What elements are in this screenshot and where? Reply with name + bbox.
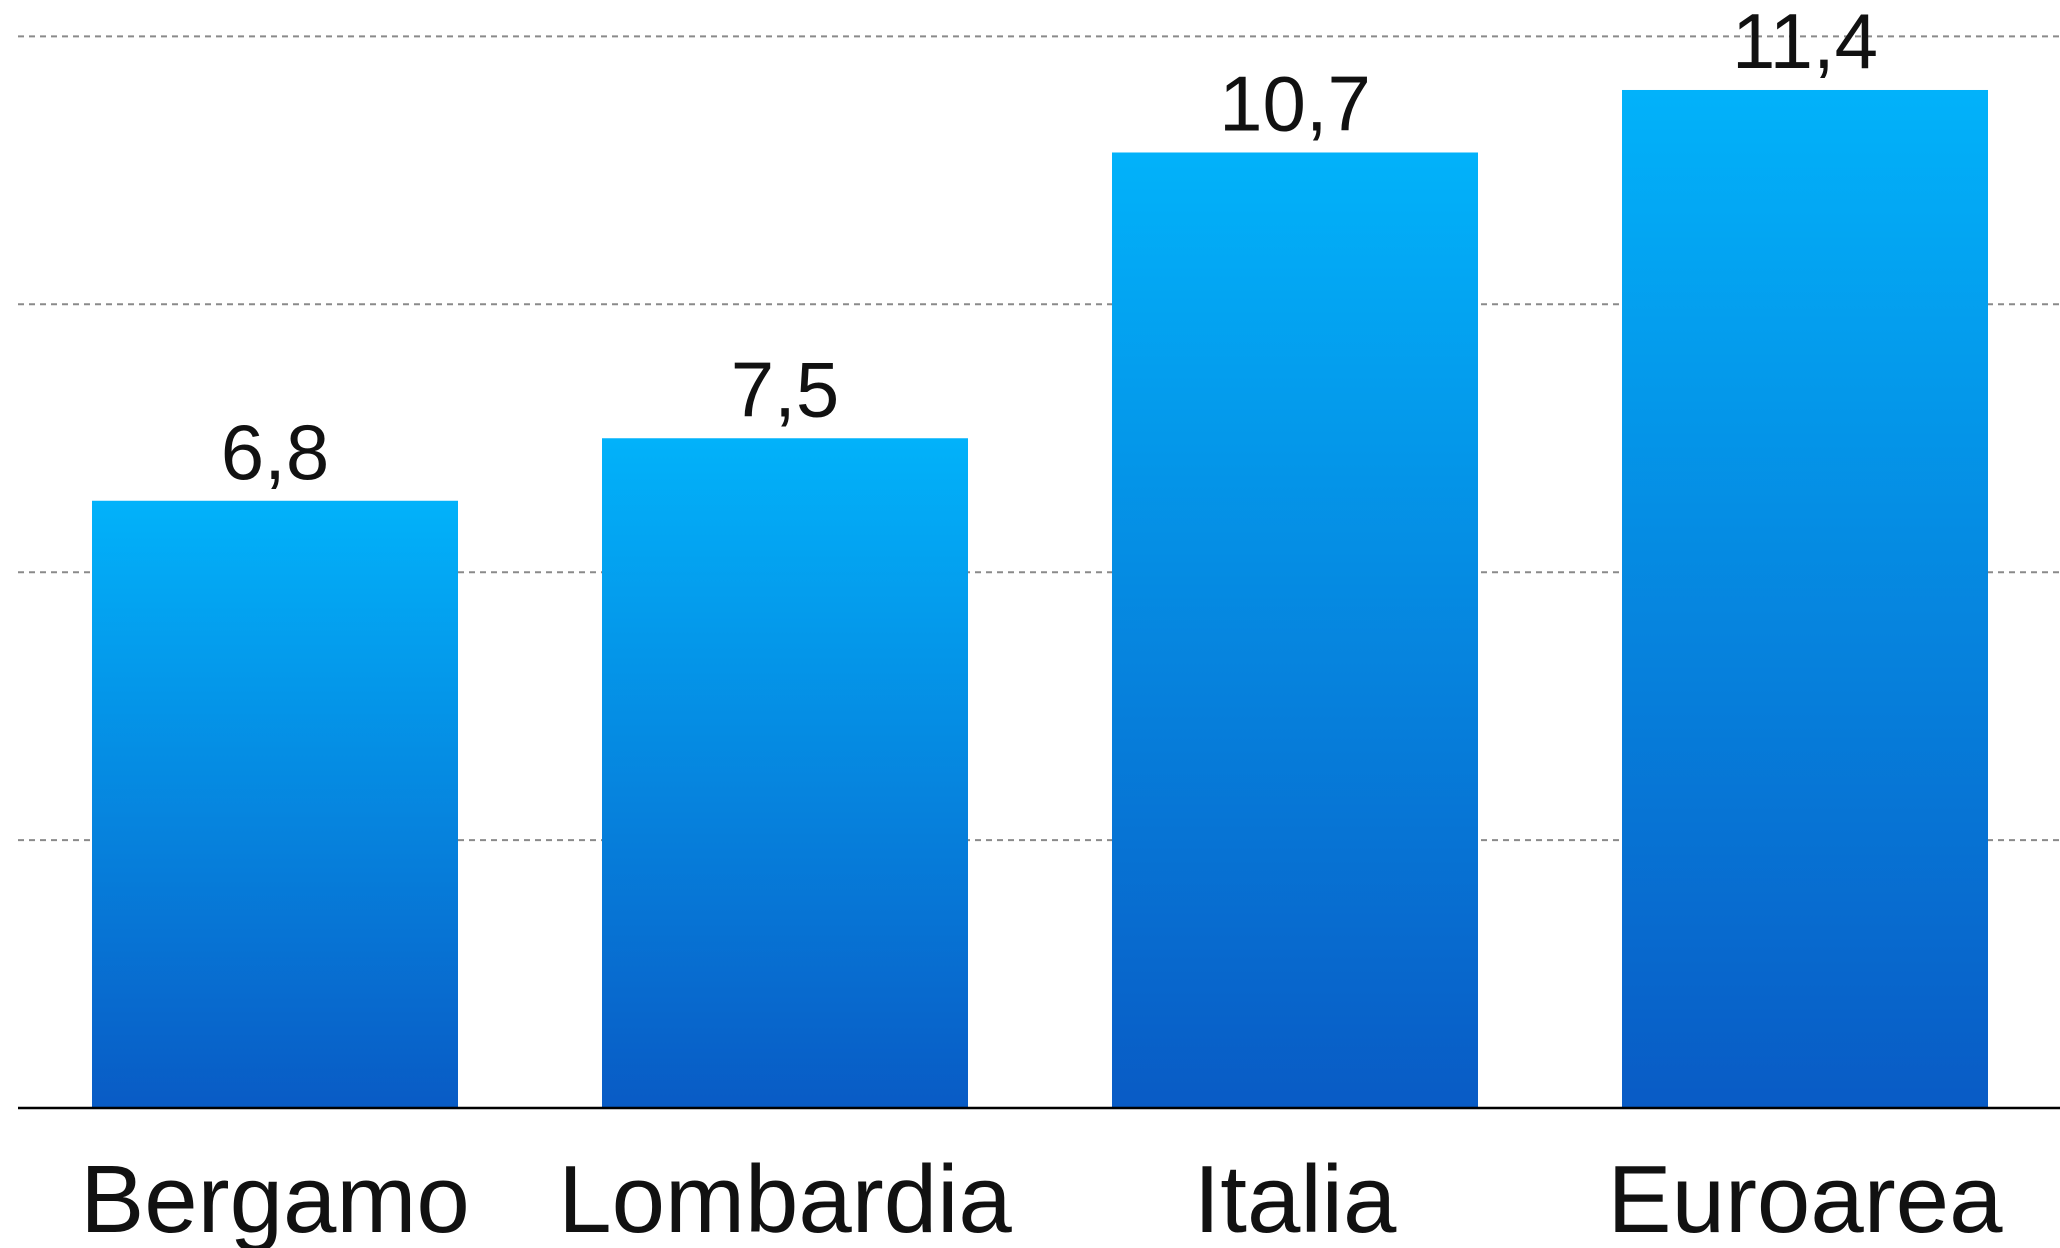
category-label-bergamo: Bergamo (80, 1146, 470, 1248)
value-label-italia: 10,7 (1219, 59, 1371, 147)
category-labels: Bergamo Lombardia Italia Euroarea (80, 1146, 2003, 1248)
category-label-euroarea: Euroarea (1608, 1146, 2004, 1248)
value-label-lombardia: 7,5 (731, 345, 839, 433)
value-label-euroarea: 11,4 (1732, 0, 1878, 85)
category-label-italia: Italia (1194, 1146, 1397, 1248)
bar-italia (1112, 152, 1478, 1109)
bars (92, 89, 1988, 1109)
bar-bergamo (92, 500, 458, 1108)
bar-euroarea (1622, 89, 1988, 1109)
value-labels: 6,8 7,5 10,7 11,4 (221, 0, 1878, 496)
value-label-bergamo: 6,8 (221, 408, 329, 496)
bar-lombardia (602, 438, 968, 1108)
category-label-lombardia: Lombardia (558, 1146, 1012, 1248)
